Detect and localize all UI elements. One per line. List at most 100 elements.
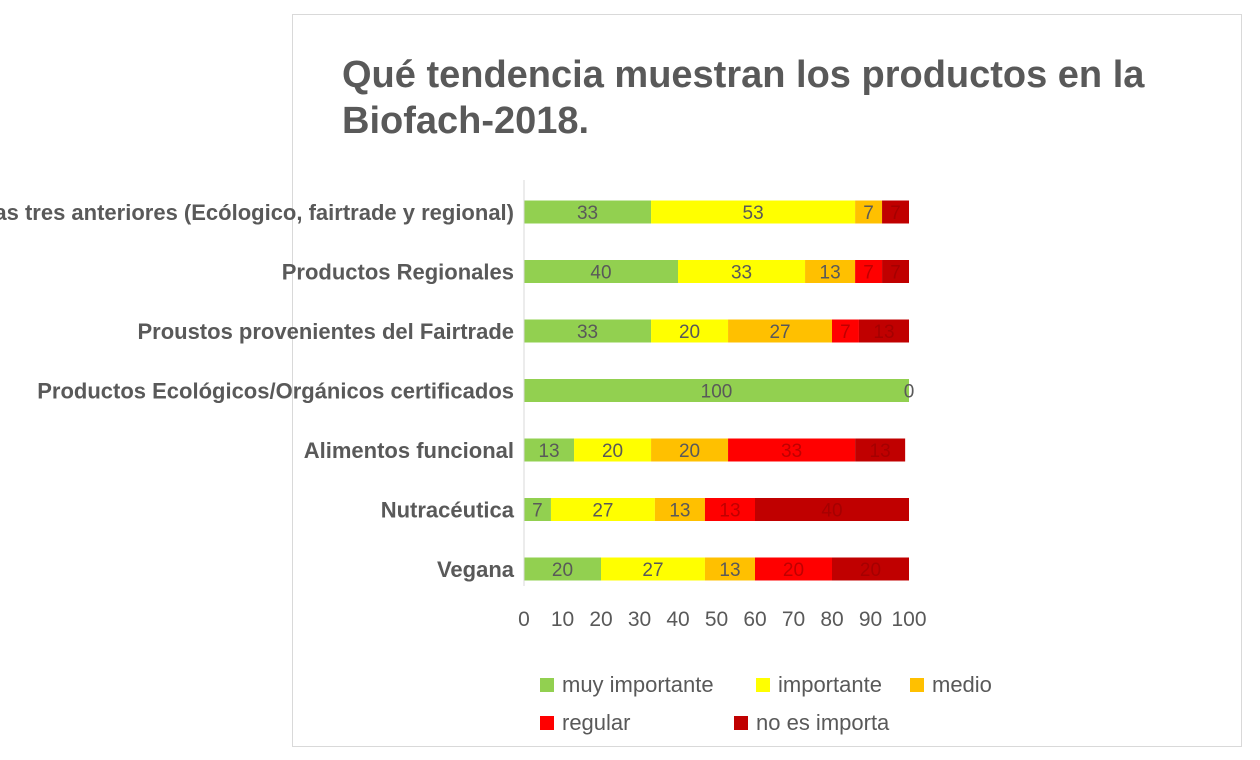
x-tick-label: 90	[859, 608, 882, 631]
legend-label: importante	[778, 672, 882, 697]
data-label: 40	[821, 501, 842, 522]
bar-segment	[524, 498, 551, 521]
data-label: 20	[783, 560, 804, 581]
bar-segment	[524, 438, 575, 462]
bar-segment	[651, 200, 856, 224]
x-tick-label: 40	[666, 608, 689, 631]
legend-item: medio	[910, 672, 992, 698]
category-label: Alimentos funcional	[304, 438, 514, 463]
legend-swatch	[910, 678, 924, 692]
x-tick-label: 50	[705, 608, 728, 631]
legend: muy importante importante medio regular no e…	[540, 672, 1020, 748]
bar-segment	[755, 557, 832, 581]
data-label: 20	[602, 441, 623, 462]
category-label: Vegana	[437, 557, 515, 582]
data-label: 13	[870, 441, 891, 462]
bar-segment	[858, 319, 909, 343]
chart-title: Qué tendencia muestran los productos en …	[342, 54, 1145, 142]
bar-segment	[832, 319, 859, 343]
bar-segment	[601, 557, 705, 581]
category-label: Productos Regionales	[282, 260, 514, 285]
data-label: 13	[719, 560, 740, 581]
x-tick-label: 60	[743, 608, 766, 631]
data-label: 7	[863, 203, 874, 224]
data-label: 33	[577, 322, 598, 343]
category-labels: Las tres anteriores (Ecólogico, fairtrad…	[0, 200, 515, 582]
x-tick-label: 80	[820, 608, 843, 631]
x-tick-label: 0	[518, 608, 530, 631]
data-label: 27	[769, 322, 790, 343]
bar-segment	[550, 498, 655, 521]
data-label: 33	[781, 441, 802, 462]
category-label: Nutracéutica	[381, 498, 515, 523]
bar-segment	[651, 319, 729, 343]
data-label: 13	[873, 322, 894, 343]
data-label: 13	[820, 263, 841, 284]
bar-segment	[524, 260, 678, 283]
bar-segment	[855, 438, 906, 462]
bar-segment	[651, 438, 729, 462]
bar-segment	[882, 200, 909, 224]
legend-label: muy importante	[562, 672, 714, 697]
legend-swatch	[734, 716, 748, 730]
data-label: 40	[590, 263, 611, 284]
bar-segment	[524, 557, 601, 581]
category-label: Las tres anteriores (Ecólogico, fairtrad…	[0, 200, 514, 225]
legend-label: regular	[562, 710, 631, 735]
bar-segment	[832, 557, 909, 581]
bar-segment	[574, 438, 652, 462]
data-label: 20	[679, 322, 700, 343]
data-label: 7	[890, 203, 901, 224]
x-tick-label: 10	[551, 608, 574, 631]
bar-segment	[728, 319, 832, 343]
bar-segment	[524, 319, 652, 343]
x-axis: 0 10 20 30 40 50 60 70 80 90 100	[518, 180, 927, 631]
legend-item: muy importante	[540, 672, 714, 698]
bar-segment	[678, 260, 806, 283]
bar-segment	[882, 260, 909, 283]
data-label: 13	[538, 441, 559, 462]
data-label: 7	[532, 501, 543, 522]
data-label: 0	[904, 382, 915, 403]
data-label: 20	[860, 560, 881, 581]
bar-segment	[855, 200, 883, 224]
legend-swatch	[540, 716, 554, 730]
bar-segment	[654, 498, 705, 521]
bar-segment	[704, 498, 755, 521]
bar-segment	[855, 260, 883, 283]
data-label: 33	[577, 203, 598, 224]
legend-swatch	[756, 678, 770, 692]
legend-item: regular	[540, 710, 630, 736]
legend-item: importante	[756, 672, 882, 698]
bar-segment	[704, 557, 755, 581]
data-label: 33	[731, 263, 752, 284]
x-tick-label: 30	[628, 608, 651, 631]
data-label: 27	[592, 501, 613, 522]
category-label: Productos Ecológicos/Orgánicos certifica…	[37, 379, 514, 404]
data-label: 13	[719, 501, 740, 522]
x-tick-label: 100	[891, 608, 926, 631]
data-label: 100	[701, 382, 733, 403]
bar-segment	[728, 438, 856, 462]
data-label: 7	[840, 322, 851, 343]
category-label: Proustos provenientes del Fairtrade	[137, 319, 514, 344]
data-label: 53	[743, 203, 764, 224]
data-label: 7	[890, 263, 901, 284]
bar-segment	[524, 379, 909, 402]
bar-segment	[524, 200, 652, 224]
legend-label: medio	[932, 672, 992, 697]
data-label: 20	[679, 441, 700, 462]
data-label: 27	[642, 560, 663, 581]
data-label: 20	[552, 560, 573, 581]
data-label: 13	[669, 501, 690, 522]
x-tick-label: 70	[782, 608, 805, 631]
data-label: 7	[863, 263, 874, 284]
legend-swatch	[540, 678, 554, 692]
legend-item: no es importa	[734, 710, 889, 736]
x-tick-label: 20	[589, 608, 612, 631]
legend-label: no es importa	[756, 710, 890, 735]
bar-segment	[755, 498, 909, 521]
bar-segment	[805, 260, 856, 283]
